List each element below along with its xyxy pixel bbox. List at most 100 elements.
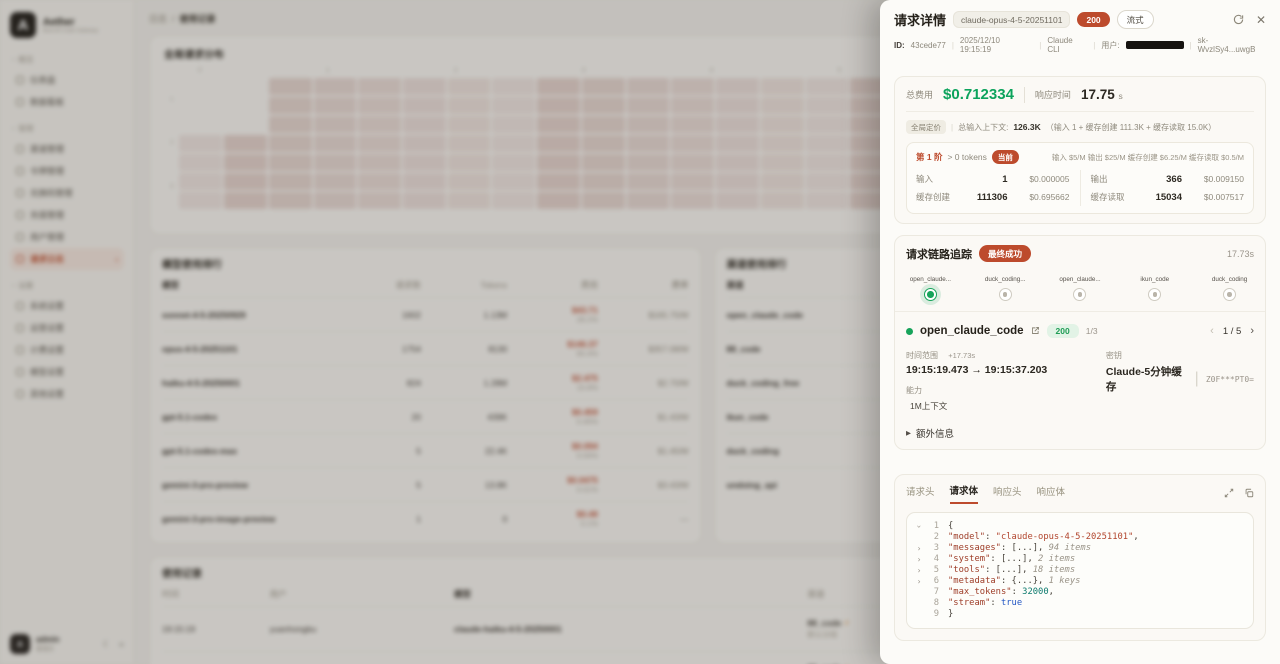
api-key-text[interactable]: sk-WvzlSy4...uwgB (1197, 36, 1256, 54)
key-hash: Z0F***PT0= (1205, 374, 1254, 384)
sidebar-group-label[interactable]: › 设置 (9, 281, 34, 290)
payload-card: 请求头 请求体 响应头 响应体 (894, 474, 1266, 641)
request-detail-drawer: 请求详情 claude-opus-4-5-20251101 200 流式 ✕ I… (880, 0, 1280, 664)
close-icon[interactable]: ✕ (1255, 12, 1266, 27)
tab-response-body[interactable]: 响应体 (1036, 487, 1066, 498)
extra-info-toggle[interactable]: ▶ 额外信息 (906, 429, 955, 440)
sidebar-item[interactable]: 用户管理 (10, 226, 124, 248)
sidebar-item-icon (16, 211, 24, 219)
fold-spacer (913, 532, 925, 543)
collapse-viewer-icon[interactable] (1224, 485, 1234, 503)
tab-request-body[interactable]: 请求体 (949, 483, 979, 504)
code-line: 8 "stream": true (913, 598, 1247, 609)
model-table-title: 模型使用排行 (162, 260, 222, 271)
table-row[interactable]: gpt-5.1-codex-max 5 22.4K $0.094 0.04% $1.… (162, 433, 689, 467)
fold-toggle-icon[interactable]: › (914, 524, 924, 529)
channel-status-badge: 200 (1046, 324, 1079, 338)
sidebar-item[interactable]: 计费设置 (10, 339, 124, 361)
trace-node-icon (1073, 288, 1087, 301)
trace-node-icon (998, 288, 1012, 301)
sidebar-user[interactable]: A admin 管理员 ☾ « (10, 634, 124, 654)
table-row[interactable]: gemini-3-pro-image-preview 1 0 $0.48 0.1% … (162, 501, 689, 535)
fold-toggle-icon[interactable]: › (916, 566, 922, 575)
code-line: 7 "max_tokens": 32000, (913, 587, 1247, 598)
brand[interactable]: A Aether Best AI Code Gateway (10, 12, 124, 38)
code-line: 2 "model": "claude-opus-4-5-20251101", (913, 532, 1247, 543)
table-row[interactable]: gpt-5.1-codex 20 439K $0.459 0.45% $1.43/M (162, 399, 689, 433)
trace-node[interactable]: duck_coding... (981, 276, 1030, 301)
latency-label: 响应时间 (1034, 90, 1071, 100)
model-table-header: 模型 请求数 Tokens 费用 费率 (162, 280, 689, 290)
status-code-badge: 200 (1077, 12, 1110, 27)
trace-node[interactable]: ikun_code (1130, 276, 1179, 301)
tab-request-headers[interactable]: 请求头 (906, 487, 935, 498)
sidebar-item[interactable]: 仪表盘 (10, 69, 124, 91)
trace-node-icon (1223, 288, 1237, 301)
sidebar-group-label[interactable]: › 概览 (9, 55, 34, 64)
sidebar-item[interactable]: 兑换码管理 (10, 182, 124, 204)
time-range-label: 时间范围 +17.73s (906, 351, 976, 360)
fold-toggle-icon[interactable]: › (916, 544, 922, 553)
tier-col-right: 输出 366 $0.009150 缓存读取 15034 $0.007517 (1079, 170, 1245, 206)
sidebar-item[interactable]: 请求日志 › (10, 248, 124, 270)
key-name: Claude-5分钟缓存 (1105, 366, 1182, 393)
theme-toggle-icon[interactable]: ☾ (102, 638, 111, 649)
channel-table-title: 渠道使用排行 (726, 260, 787, 271)
table-row[interactable]: gemini-3-pro-preview 5 13.8K $0.0475 0.01%… (162, 467, 689, 501)
collapse-sidebar-icon[interactable]: « (118, 638, 124, 649)
fold-toggle-icon[interactable]: › (916, 555, 922, 564)
refresh-icon[interactable] (1233, 14, 1244, 25)
fold-toggle-icon[interactable]: › (916, 577, 922, 586)
table-row[interactable]: haiku-4-5-20250001 824 1.28M $2.475 10.8% … (162, 365, 689, 399)
sidebar-item-icon (16, 98, 24, 106)
pager-next-icon[interactable]: › (1250, 325, 1254, 337)
copy-icon[interactable] (1244, 485, 1254, 503)
payload-tabs: 请求头 请求体 响应头 响应体 (906, 483, 1254, 504)
trace-node-icon (1148, 288, 1162, 301)
sidebar-item[interactable]: 渠道管理 (10, 138, 124, 160)
capability-label: 能力 (906, 386, 922, 395)
latency-value: 17.75 s (1080, 87, 1123, 102)
drawer-title: 请求详情 (894, 14, 947, 29)
code-line: › 4 "system": [...], 2 items (913, 554, 1247, 565)
fold-spacer (913, 598, 925, 609)
code-line: › 1 { (914, 521, 954, 531)
sidebar-item[interactable]: 充值管理 (10, 204, 124, 226)
table-row[interactable]: sonnet-4-5-20250929 1602 1.13M $43.71 28.2… (162, 297, 689, 331)
capability-value: 1M上下文 (910, 401, 948, 411)
trace-node[interactable]: duck_coding (1205, 276, 1254, 301)
attempt-count: 1/3 (1085, 326, 1098, 336)
tab-response-headers[interactable]: 响应头 (993, 487, 1022, 498)
trace-nodes: open_claude... duck_coding... open_claud… (906, 276, 1254, 301)
sidebar-item[interactable]: 其他设置 (10, 383, 124, 405)
sidebar-item[interactable]: 令牌管理 (10, 160, 124, 182)
chart-title: 全局请求分布 (164, 50, 224, 61)
json-viewer[interactable]: › 1 { 2 "model": "claude-opus-4-5-202511… (906, 512, 1254, 629)
pricing-tier-box: 第 1 阶 > 0 tokens 当前 输入 $5/M 输出 $25/M 缓存创… (906, 142, 1254, 214)
sidebar-item[interactable]: 运营设置 (10, 317, 124, 339)
chevron-right-icon: › (115, 254, 118, 264)
sidebar-item-icon (16, 233, 24, 241)
trace-status-badge: 最终成功 (979, 245, 1032, 262)
trace-node[interactable]: open_claude... (1056, 276, 1105, 301)
sidebar: A Aether Best AI Code Gateway › 概览 仪表盘 数据… (0, 0, 135, 664)
tier-cell: 输出 366 $0.009150 (1090, 173, 1245, 185)
trace-node[interactable]: open_claude... (906, 276, 955, 301)
request-meta-row: ID: 43cede77 | 2025/12/10 19:15:19 | Cla… (894, 36, 1266, 54)
model-tag: claude-opus-4-5-20251101 (953, 11, 1071, 28)
external-link-icon[interactable] (1031, 322, 1040, 340)
time-range-value: 19:15:19.473 → 19:15:37.203 (906, 364, 1048, 376)
sidebar-group-label[interactable]: › 管理 (9, 124, 34, 133)
pricing-scope-tag: 全局定价 (906, 120, 946, 134)
tier-cell: 缓存读取 15034 $0.007517 (1090, 191, 1245, 203)
trace-card: 请求链路追踪 最终成功 17.73s open_claude... duck_c… (894, 235, 1266, 450)
sidebar-item-icon (16, 145, 24, 153)
sidebar-item-icon (16, 324, 24, 332)
sidebar-item[interactable]: 系统设置 (10, 295, 124, 317)
sidebar-item[interactable]: 模型设置 (10, 361, 124, 383)
pager-prev-icon[interactable]: ‹ (1210, 325, 1214, 337)
tier-grid: 输入 1 $0.000005 缓存创建 111306 $0.695662 输出 366 $0… (916, 170, 1244, 206)
table-row[interactable]: opus-4-5-20251101 1754 8130 $146.37 65.4% … (162, 331, 689, 365)
sidebar-item[interactable]: 数据看板 (10, 91, 124, 113)
